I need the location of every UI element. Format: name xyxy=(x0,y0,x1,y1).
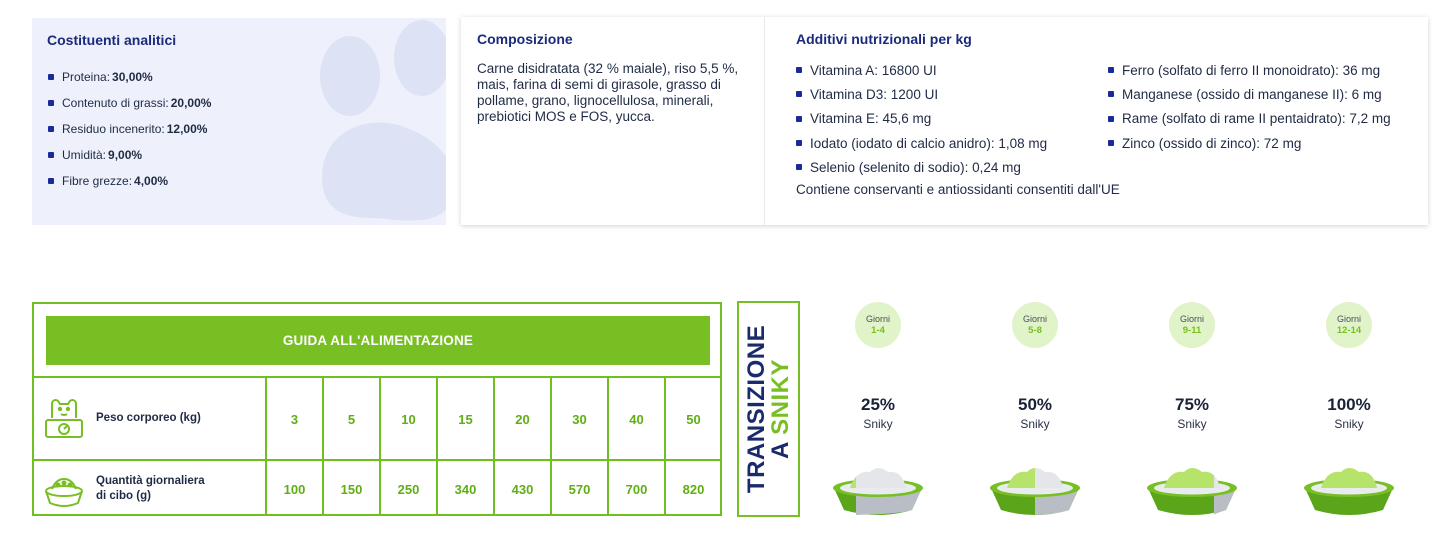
table-divider xyxy=(550,377,552,514)
table-divider xyxy=(34,459,720,461)
table-divider xyxy=(34,376,720,378)
percent-label: 100% xyxy=(1327,395,1371,414)
table-cell: 3 xyxy=(290,412,299,427)
food-bowl-icon xyxy=(45,477,83,507)
brand-label: Sniky xyxy=(1020,417,1050,431)
table-cell: 15 xyxy=(458,412,473,427)
food-bowl-icon xyxy=(1147,468,1237,515)
paw-watermark-icon xyxy=(320,20,446,221)
list-item: Vitamina E: 45,6 mg xyxy=(796,107,1047,131)
bullet-icon xyxy=(796,164,802,171)
list-item: Vitamina A: 16800 UI xyxy=(796,58,1047,82)
table-row-amount: Quantità giornaliera di cibo (g) xyxy=(34,464,267,514)
analytic-list: Proteina: 30,00% Contenuto di grassi: 20,0… xyxy=(48,64,211,194)
list-item: Manganese (ossido di manganese II): 6 mg xyxy=(1108,82,1391,106)
brand-label: Sniky xyxy=(863,417,893,431)
bullet-icon xyxy=(1108,140,1114,147)
list-item: Umidità: 9,00% xyxy=(48,142,211,168)
row-label-amount: Quantità giornaliera di cibo (g) xyxy=(96,475,205,502)
composition-text: Carne disidratata (32 % maiale), riso 5,… xyxy=(477,61,739,124)
bullet-icon xyxy=(796,91,802,98)
table-cell: 820 xyxy=(682,482,705,497)
food-bowl-icon xyxy=(833,468,923,515)
bullet-icon xyxy=(796,140,802,147)
table-row-weight: Peso corporeo (kg) xyxy=(34,386,267,450)
additives-note: Contiene conservanti e antiossidanti con… xyxy=(796,182,1120,197)
days-badge: Giorni 5-8 xyxy=(1012,302,1058,348)
additives-list-right: Ferro (solfato di ferro II monoidrato): … xyxy=(1108,58,1391,155)
list-item: Selenio (selenito di sodio): 0,24 mg xyxy=(796,155,1047,179)
table-cell: 700 xyxy=(625,482,648,497)
table-cell: 20 xyxy=(515,412,530,427)
brand-label: Sniky xyxy=(1177,417,1207,431)
list-item: Proteina: 30,00% xyxy=(48,64,211,90)
percent-label: 25% xyxy=(860,395,896,414)
table-cell: 250 xyxy=(397,482,420,497)
transition-title: TRANSIZIONE A SNIKY xyxy=(742,324,794,494)
dog-on-scale-icon xyxy=(45,399,83,438)
table-cell: 50 xyxy=(686,412,701,427)
list-item: Iodato (iodato di calcio anidro): 1,08 m… xyxy=(796,131,1047,155)
bullet-icon xyxy=(48,178,54,184)
list-item: Zinco (ossido di zinco): 72 mg xyxy=(1108,131,1391,155)
bullet-icon xyxy=(48,126,54,132)
table-divider xyxy=(493,377,495,514)
table-cell: 340 xyxy=(454,482,477,497)
bullet-icon xyxy=(796,67,802,74)
table-cell: 40 xyxy=(629,412,644,427)
transition-title-box: TRANSIZIONE A SNIKY xyxy=(737,301,800,517)
bullet-icon xyxy=(796,115,802,122)
table-divider xyxy=(436,377,438,514)
bullet-icon xyxy=(1108,67,1114,74)
bullet-icon xyxy=(48,74,54,80)
row-label-weight: Peso corporeo (kg) xyxy=(96,411,201,424)
bullet-icon xyxy=(48,152,54,158)
table-divider xyxy=(664,377,666,514)
analytic-title: Costituenti analitici xyxy=(47,32,177,48)
bullet-icon xyxy=(1108,91,1114,98)
list-item: Rame (solfato di rame II pentaidrato): 7… xyxy=(1108,107,1391,131)
table-cell: 150 xyxy=(340,482,363,497)
percent-label: 50% xyxy=(1017,395,1053,414)
feeding-guide-table: GUIDA ALL'ALIMENTAZIONE Peso corporeo (k… xyxy=(32,302,722,516)
bullet-icon xyxy=(48,100,54,106)
composition-title: Composizione xyxy=(477,31,573,47)
list-item: Fibre grezze: 4,00% xyxy=(48,168,211,194)
days-badge: Giorni 12-14 xyxy=(1326,302,1372,348)
table-cell: 430 xyxy=(511,482,534,497)
percent-label: 75% xyxy=(1174,395,1210,414)
additives-list-left: Vitamina A: 16800 UI Vitamina D3: 1200 U… xyxy=(796,58,1047,179)
list-item: Residuo incenerito: 12,00% xyxy=(48,116,211,142)
table-cell: 100 xyxy=(283,482,306,497)
analytic-constituents-card: Costituenti analitici Proteina: 30,00% Co… xyxy=(32,18,446,225)
food-bowl-icon xyxy=(990,468,1080,515)
bullet-icon xyxy=(1108,115,1114,122)
composition-card: Composizione Carne disidratata (32 % mai… xyxy=(461,17,1428,225)
additives-title: Additivi nutrizionali per kg xyxy=(796,31,972,47)
table-divider xyxy=(322,377,324,514)
table-cell: 10 xyxy=(401,412,416,427)
days-badge: Giorni 9-11 xyxy=(1169,302,1215,348)
feeding-guide-title: GUIDA ALL'ALIMENTAZIONE xyxy=(46,316,710,365)
list-item: Contenuto di grassi: 20,00% xyxy=(48,90,211,116)
transition-step: Giorni 12-14 100% Sniky xyxy=(1294,302,1404,517)
transition-step: Giorni 5-8 50% Sniky xyxy=(980,302,1090,517)
table-divider xyxy=(379,377,381,514)
list-item: Ferro (solfato di ferro II monoidrato): … xyxy=(1108,58,1391,82)
food-bowl-icon xyxy=(1304,468,1394,515)
transition-step: Giorni 9-11 75% Sniky xyxy=(1137,302,1247,517)
table-cell: 5 xyxy=(347,412,356,427)
list-item: Vitamina D3: 1200 UI xyxy=(796,82,1047,106)
days-badge: Giorni 1-4 xyxy=(855,302,901,348)
table-divider xyxy=(265,377,267,514)
divider xyxy=(764,17,765,225)
table-cell: 570 xyxy=(568,482,591,497)
table-divider xyxy=(607,377,609,514)
brand-label: Sniky xyxy=(1334,417,1364,431)
transition-step: Giorni 1-4 25% Sniky xyxy=(823,302,933,517)
table-cell: 30 xyxy=(572,412,587,427)
